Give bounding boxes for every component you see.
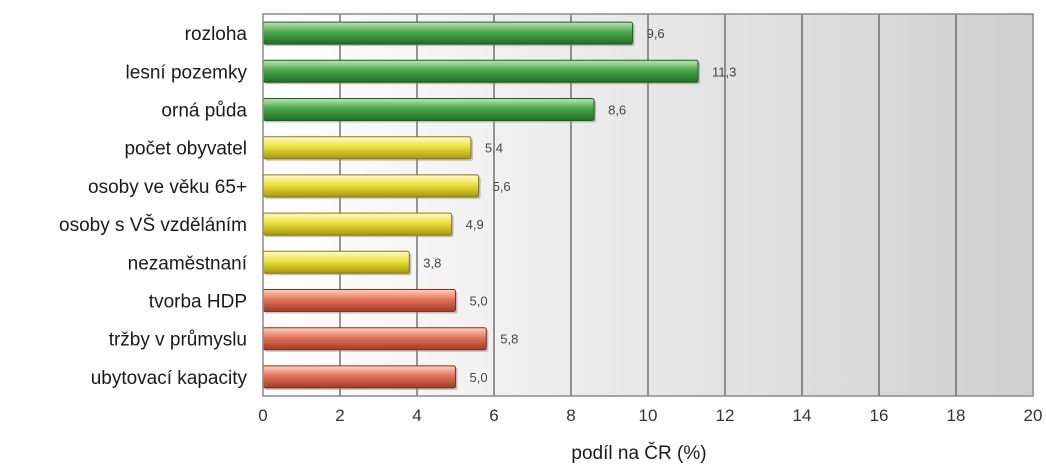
value-label-2: 8,6 (608, 103, 626, 118)
value-label-4: 5,6 (493, 179, 511, 194)
bar-3 (262, 136, 472, 160)
bar-5 (262, 212, 453, 236)
x-tick-label-0: 0 (258, 406, 267, 425)
category-label-8: tržby v průmyslu (109, 330, 247, 351)
value-label-7: 5,0 (470, 294, 488, 309)
x-tick-labels: 0 2 4 6 8 10 12 14 16 18 20 (258, 406, 1042, 425)
bars (262, 21, 701, 390)
category-labels: rozloha lesní pozemky orná půda počet obyva… (59, 24, 248, 389)
bar-6 (262, 250, 410, 274)
value-labels: 9,6 11,3 8,6 5,4 5,6 4,9 3,8 5,0 5,8 5,0 (423, 26, 736, 385)
category-label-9: ubytovací kapacity (91, 368, 248, 389)
x-tick-label-16: 16 (870, 406, 889, 425)
category-label-3: počet obyvatel (124, 139, 247, 160)
x-tick-label-10: 10 (639, 406, 658, 425)
x-tick-label-2: 2 (335, 406, 344, 425)
x-axis-title: podíl na ČR (%) (571, 442, 706, 464)
category-label-4: osoby ve věku 65+ (88, 177, 247, 198)
value-label-5: 4,9 (466, 217, 484, 232)
category-label-0: rozloha (185, 24, 248, 45)
x-tick-label-12: 12 (716, 406, 735, 425)
value-label-8: 5,8 (500, 332, 518, 347)
bar-1 (262, 59, 699, 83)
bar-2 (262, 98, 595, 121)
bar-9 (262, 365, 456, 389)
plot-frame (262, 13, 1034, 397)
bar-0 (262, 21, 634, 45)
x-tick-label-18: 18 (947, 406, 966, 425)
x-tick-label-14: 14 (793, 406, 812, 425)
value-label-9: 5,0 (470, 370, 488, 385)
bar-4 (262, 174, 480, 198)
x-tick-label-20: 20 (1024, 406, 1043, 425)
category-label-5: osoby s VŠ vzděláním (59, 214, 247, 236)
bar-7 (262, 289, 456, 312)
value-label-6: 3,8 (423, 255, 441, 270)
value-label-1: 11,3 (712, 64, 736, 79)
x-tick-label-4: 4 (412, 406, 421, 425)
category-label-2: orná půda (161, 101, 247, 122)
value-label-3: 5,4 (485, 141, 503, 156)
category-label-1: lesní pozemky (126, 62, 248, 83)
x-tick-label-6: 6 (489, 406, 498, 425)
x-tick-label-8: 8 (566, 406, 575, 425)
category-label-7: tvorba HDP (149, 292, 247, 313)
value-label-0: 9,6 (647, 26, 665, 41)
category-label-6: nezaměstnaní (128, 253, 248, 274)
bar-8 (262, 327, 487, 351)
